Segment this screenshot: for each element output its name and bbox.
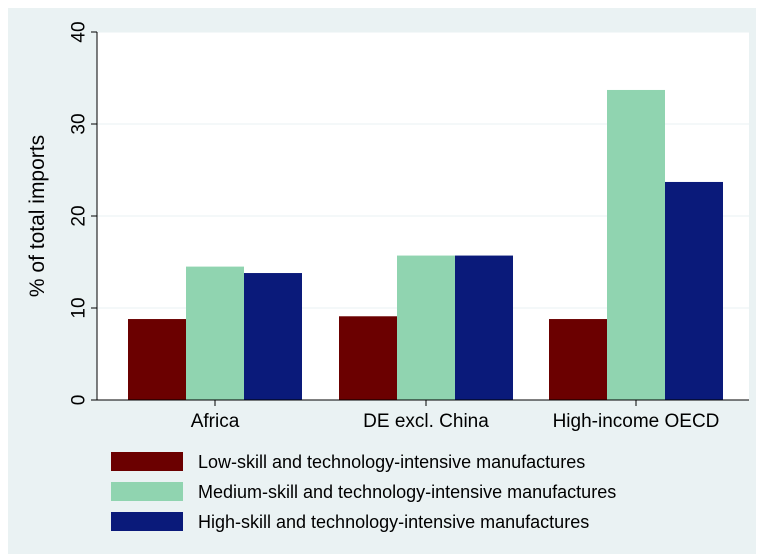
chart-container: 0 10 20 30 40 Africa DE excl. China High-incom… bbox=[8, 8, 756, 554]
legend-label: High-skill and technology-intensive manu… bbox=[198, 512, 589, 532]
y-tick-label: 40 bbox=[69, 21, 90, 42]
legend: Low-skill and technology-intensive manuf… bbox=[111, 452, 616, 532]
legend-label: Low-skill and technology-intensive manuf… bbox=[198, 452, 585, 472]
legend-swatch bbox=[111, 482, 183, 501]
y-axis-title: % of total imports bbox=[26, 135, 49, 297]
legend-swatch bbox=[111, 512, 183, 531]
bar-chart: 0 10 20 30 40 Africa DE excl. China High-incom… bbox=[26, 21, 749, 532]
x-axis-labels: Africa DE excl. China High-income OECD bbox=[191, 400, 720, 432]
y-axis-ticks: 0 10 20 30 40 bbox=[69, 21, 97, 406]
x-category-label: DE excl. China bbox=[363, 411, 489, 432]
bar bbox=[549, 319, 607, 400]
bar bbox=[397, 255, 455, 400]
y-tick-label: 0 bbox=[69, 395, 90, 406]
bars bbox=[128, 89, 723, 401]
bar bbox=[455, 255, 513, 400]
bar bbox=[186, 266, 244, 400]
y-tick-label: 10 bbox=[69, 297, 90, 318]
bar bbox=[339, 316, 397, 400]
y-tick-label: 30 bbox=[69, 113, 90, 134]
bar bbox=[665, 181, 723, 400]
bar bbox=[128, 319, 186, 400]
bar bbox=[607, 89, 665, 401]
legend-label: Medium-skill and technology-intensive ma… bbox=[198, 482, 616, 502]
y-tick-label: 20 bbox=[69, 205, 90, 226]
bar bbox=[244, 273, 302, 400]
x-category-label: Africa bbox=[191, 411, 240, 432]
legend-swatch bbox=[111, 452, 183, 471]
x-category-label: High-income OECD bbox=[553, 411, 720, 432]
